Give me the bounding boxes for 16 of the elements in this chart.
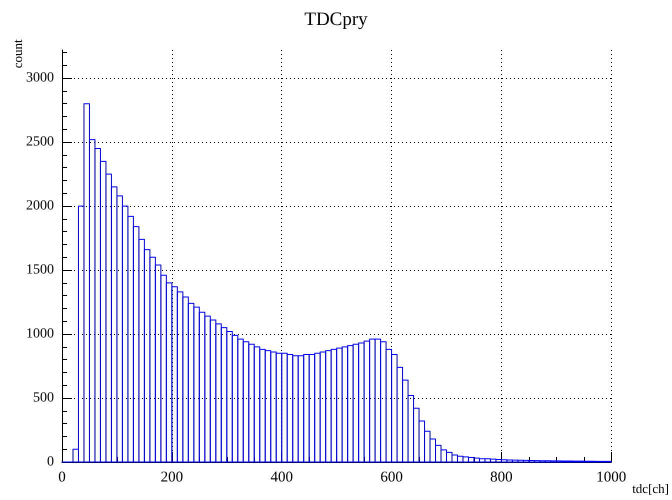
- chart-title: TDCpry: [304, 9, 368, 30]
- y-tick-label: 0: [47, 454, 54, 470]
- y-tick-label: 2500: [26, 134, 54, 150]
- x-tick-label: 1000: [596, 470, 626, 486]
- y-tick-label: 1000: [26, 326, 54, 342]
- y-tick-label: 2000: [26, 198, 54, 214]
- x-tick-label: 600: [380, 470, 403, 486]
- x-tick-label: 800: [490, 470, 513, 486]
- x-axis-title: tdc[ch]: [632, 481, 669, 496]
- y-axis-title: count: [10, 38, 25, 68]
- x-tick-label: 200: [160, 470, 184, 486]
- x-tick-label: 0: [58, 470, 66, 486]
- y-tick-label: 3000: [26, 70, 54, 86]
- y-tick-label: 1500: [26, 262, 54, 278]
- x-tick-label: 400: [270, 470, 293, 486]
- y-tick-label: 500: [33, 390, 54, 406]
